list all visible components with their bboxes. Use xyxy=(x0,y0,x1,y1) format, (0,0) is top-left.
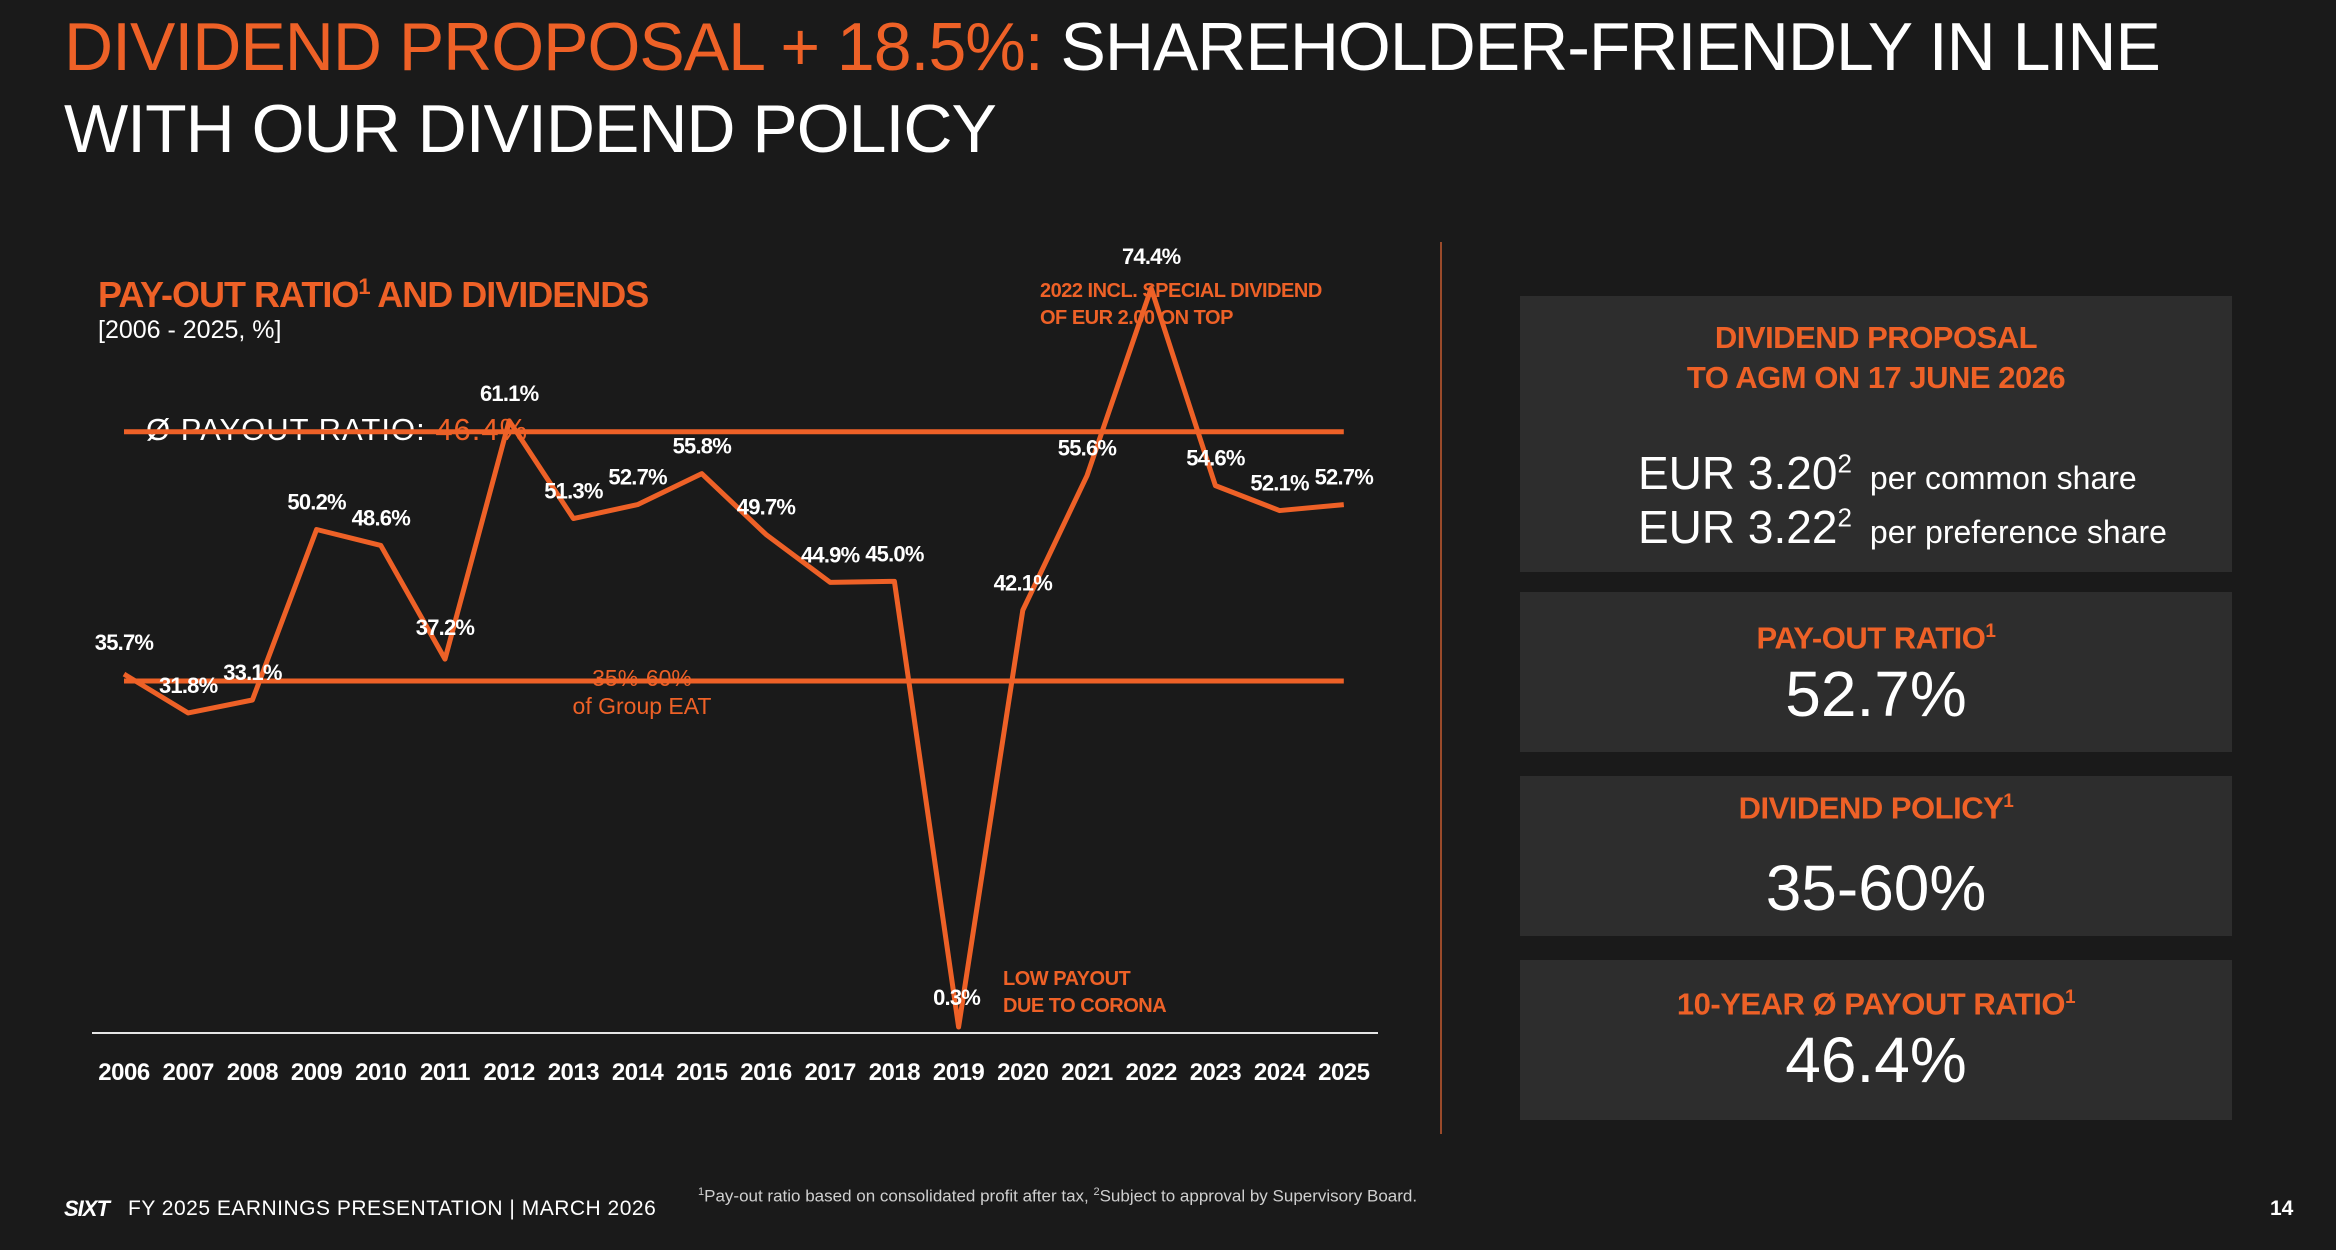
dividend-proposal-heading-line2: TO AGM ON 17 JUNE 2026 xyxy=(1686,360,2066,395)
data-label-2007: 31.8% xyxy=(159,673,218,698)
payout-ratio-footnote-mark: 1 xyxy=(1985,621,1996,642)
data-label-2021: 55.6% xyxy=(1058,436,1117,461)
page-title-rest: SHAREHOLDER-FRIENDLY IN LINE WITH OUR DI… xyxy=(64,9,2161,167)
x-tick-2012: 2012 xyxy=(484,1059,536,1086)
data-label-2013: 51.3% xyxy=(544,479,603,504)
dividend-proposal-heading: DIVIDEND PROPOSAL TO AGM ON 17 JUNE 2026 xyxy=(1520,296,2232,398)
page-number: 14 xyxy=(2270,1197,2294,1220)
x-tick-2015: 2015 xyxy=(676,1059,728,1086)
data-label-2011: 37.2% xyxy=(416,615,475,640)
dividend-policy-card: DIVIDEND POLICY1 35-60% xyxy=(1520,776,2232,936)
chart-subtitle: [2006 - 2025, %] xyxy=(98,316,282,344)
section-divider xyxy=(1440,242,1442,1134)
x-tick-2016: 2016 xyxy=(740,1059,792,1086)
special-dividend-note: 2022 INCL. SPECIAL DIVIDEND OF EUR 2.00 O… xyxy=(1040,278,1322,332)
x-tick-2022: 2022 xyxy=(1126,1059,1178,1086)
dividend-proposal-heading-line1: DIVIDEND PROPOSAL xyxy=(1714,320,2038,355)
sixt-logo: SIXT xyxy=(64,1196,110,1221)
ten-year-payout-value: 46.4% xyxy=(1785,1024,1967,1097)
chart-title-footnote-mark: 1 xyxy=(358,274,370,299)
payout-ratio-heading-text: PAY-OUT RATIO xyxy=(1756,620,1986,656)
preference-share-desc: per preference share xyxy=(1869,514,2167,550)
corona-note: LOW PAYOUT DUE TO CORONA xyxy=(1003,966,1167,1020)
preference-share-amount: EUR 3.222 xyxy=(1638,501,1852,553)
chart-title-suffix: AND DIVIDENDS xyxy=(369,274,649,315)
common-share-amount: EUR 3.202 xyxy=(1638,447,1852,499)
special-dividend-note-line1: 2022 INCL. SPECIAL DIVIDEND xyxy=(1040,280,1322,302)
data-label-2012: 61.1% xyxy=(480,381,539,406)
dividend-policy-heading-text: DIVIDEND POLICY xyxy=(1738,790,2004,826)
ten-year-payout-heading: 10-YEAR Ø PAYOUT RATIO1 xyxy=(1520,960,2232,1024)
data-label-2016: 49.7% xyxy=(737,494,796,519)
data-label-2008: 33.1% xyxy=(223,660,282,685)
x-tick-2017: 2017 xyxy=(805,1059,857,1086)
preference-share-amount-text: EUR 3.22 xyxy=(1638,501,1838,553)
data-label-2018: 45.0% xyxy=(865,541,924,566)
x-tick-2018: 2018 xyxy=(869,1059,921,1086)
common-share-amount-text: EUR 3.20 xyxy=(1638,447,1838,499)
footer-text: FY 2025 EARNINGS PRESENTATION | MARCH 20… xyxy=(128,1197,657,1220)
x-tick-2024: 2024 xyxy=(1254,1059,1307,1086)
corona-note-line2: DUE TO CORONA xyxy=(1003,995,1167,1017)
corona-note-line1: LOW PAYOUT xyxy=(1003,968,1131,990)
special-dividend-note-line2: OF EUR 2.00 ON TOP xyxy=(1040,307,1233,329)
x-tick-2011: 2011 xyxy=(420,1059,470,1086)
ten-year-payout-heading-text: 10-YEAR Ø PAYOUT RATIO xyxy=(1676,986,2066,1022)
chart-title-text: PAY-OUT RATIO xyxy=(98,274,359,315)
policy-band-label: 35%-60% of Group EAT xyxy=(560,664,724,720)
preference-share-footnote-mark: 2 xyxy=(1837,502,1852,533)
x-tick-2020: 2020 xyxy=(997,1059,1049,1086)
data-label-2015: 55.8% xyxy=(673,434,732,459)
x-tick-2007: 2007 xyxy=(163,1059,215,1086)
x-tick-2023: 2023 xyxy=(1190,1059,1242,1086)
policy-band-label-line1: 35%-60% xyxy=(592,665,692,691)
ten-year-payout-card: 10-YEAR Ø PAYOUT RATIO1 46.4% xyxy=(1520,960,2232,1120)
footnote: 1Pay-out ratio based on consolidated pro… xyxy=(698,1186,1417,1207)
common-share-dividend: EUR 3.202 per common share xyxy=(1638,446,2137,500)
x-tick-2008: 2008 xyxy=(227,1059,279,1086)
data-label-2022: 74.4% xyxy=(1122,244,1181,269)
payout-ratio-chart: 35.7% 2006 31.8% 2007 33.1% 2008 50.2% 2009 48.6… xyxy=(92,244,1378,1086)
data-label-2017: 44.9% xyxy=(801,542,860,567)
ten-year-payout-footnote-mark: 1 xyxy=(2064,987,2076,1008)
common-share-footnote-mark: 2 xyxy=(1837,448,1852,479)
data-label-2014: 52.7% xyxy=(608,465,667,490)
chart-title: PAY-OUT RATIO1 AND DIVIDENDS xyxy=(98,274,649,316)
x-tick-2009: 2009 xyxy=(291,1059,343,1086)
data-label-2024: 52.1% xyxy=(1250,471,1309,496)
dividend-policy-footnote-mark: 1 xyxy=(2003,791,2014,812)
footnote-mark-1: 1 xyxy=(698,1186,705,1198)
payout-ratio-card: PAY-OUT RATIO1 52.7% xyxy=(1520,592,2232,752)
payout-ratio-series-line xyxy=(122,285,1345,1030)
data-label-2009: 50.2% xyxy=(287,490,346,515)
policy-band-label-line2: of Group EAT xyxy=(572,693,712,719)
footnote-text-2: Subject to approval by Supervisory Board… xyxy=(1099,1186,1418,1206)
data-label-2019: 0.3% xyxy=(933,985,980,1010)
common-share-desc: per common share xyxy=(1869,460,2137,496)
x-tick-2021: 2021 xyxy=(1061,1059,1113,1086)
data-label-2010: 48.6% xyxy=(352,505,411,530)
preference-share-dividend: EUR 3.222 per preference share xyxy=(1638,500,2167,554)
payout-ratio-value: 52.7% xyxy=(1785,658,1967,731)
dividend-policy-heading: DIVIDEND POLICY1 xyxy=(1520,776,2232,828)
x-tick-2006: 2006 xyxy=(98,1059,150,1086)
data-label-2020: 42.1% xyxy=(994,570,1053,595)
page-title: DIVIDEND PROPOSAL + 18.5%: SHAREHOLDER-F… xyxy=(64,6,2304,170)
payout-ratio-heading: PAY-OUT RATIO1 xyxy=(1520,592,2232,658)
page-title-accent: DIVIDEND PROPOSAL + 18.5%: xyxy=(64,9,1044,85)
footnote-text-1: Pay-out ratio based on consolidated prof… xyxy=(704,1186,1094,1206)
data-label-2006: 35.7% xyxy=(95,630,154,655)
footnote-mark-2: 2 xyxy=(1093,1186,1100,1198)
dividend-proposal-card: DIVIDEND PROPOSAL TO AGM ON 17 JUNE 2026… xyxy=(1520,296,2232,572)
x-tick-2010: 2010 xyxy=(355,1059,407,1086)
x-tick-2019: 2019 xyxy=(933,1059,985,1086)
x-tick-2025: 2025 xyxy=(1318,1059,1370,1086)
x-tick-2014: 2014 xyxy=(612,1059,665,1086)
data-label-2025: 52.7% xyxy=(1315,465,1374,490)
dividend-policy-value: 35-60% xyxy=(1765,852,1987,925)
x-tick-2013: 2013 xyxy=(548,1059,600,1086)
data-label-2023: 54.6% xyxy=(1186,446,1245,471)
